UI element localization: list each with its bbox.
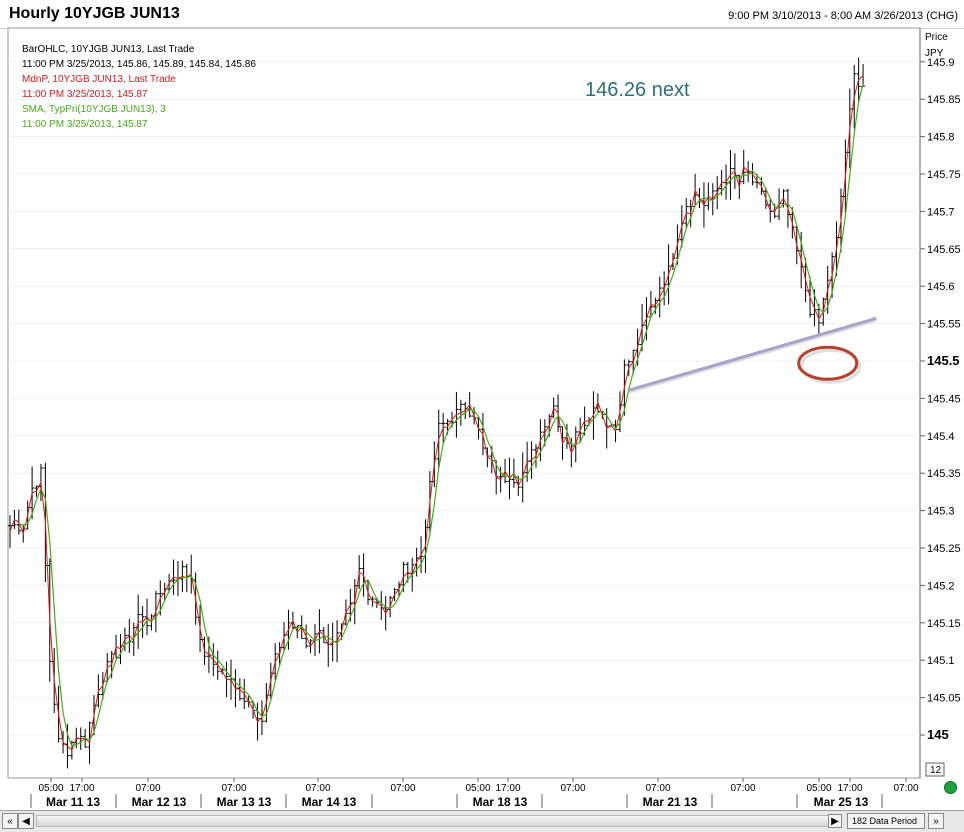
connection-status-icon <box>944 781 957 794</box>
date-label: Mar 14 13 <box>302 795 357 809</box>
time-tick-label: 05:00 <box>38 783 63 794</box>
time-tick-label: 07:00 <box>390 783 415 794</box>
corner-box <box>925 762 945 777</box>
scroll-track[interactable] <box>36 815 842 827</box>
price-tick-label: 145.8 <box>927 132 955 144</box>
time-tick-label: 07:00 <box>305 783 330 794</box>
price-tick-label: 145.15 <box>927 618 961 630</box>
price-tick-label: 145.7 <box>927 206 955 218</box>
price-tick-label: 145.25 <box>927 543 961 555</box>
chart-legend: BarOHLC, 10YJGB JUN13, Last Trade 11:00 P… <box>22 44 256 130</box>
corner-label: 12 <box>930 765 942 776</box>
time-tick-label: 07:00 <box>560 783 585 794</box>
date-label: Mar 13 13 <box>217 795 272 809</box>
legend-entry: 11:00 PM 3/25/2013, 145.87 <box>22 89 148 100</box>
price-tick-label: 145.9 <box>927 57 955 69</box>
chart-header: Hourly 10YJGB JUN13 9:00 PM 3/10/2013 - … <box>0 0 964 29</box>
date-range: 9:00 PM 3/10/2013 - 8:00 AM 3/26/2013 (C… <box>728 10 958 22</box>
time-tick-label: 17:00 <box>69 783 94 794</box>
scroll-right-button[interactable]: » <box>928 813 944 829</box>
data-period-select[interactable]: 182 Data Period <box>847 813 925 829</box>
price-tick-label: 145.35 <box>927 468 961 480</box>
support-trendline <box>628 316 877 392</box>
price-tick-label: 145.3 <box>927 506 955 518</box>
scroll-back-button[interactable]: ◀ <box>18 813 34 829</box>
price-tick-label: 145.85 <box>927 94 961 106</box>
date-label: Mar 21 13 <box>643 795 698 809</box>
currency-label: JPY <box>925 48 944 59</box>
price-tick-label: 145.55 <box>927 319 961 331</box>
time-tick-label: 07:00 <box>135 783 160 794</box>
price-tick-label: 145.65 <box>927 244 961 256</box>
chart-title: Hourly 10YJGB JUN13 <box>9 5 180 22</box>
date-label: Mar 18 13 <box>473 795 528 809</box>
price-tick-label: 145.75 <box>927 169 961 181</box>
time-tick-label: 07:00 <box>221 783 246 794</box>
time-tick-label: 07:00 <box>893 783 918 794</box>
time-tick-label: 05:00 <box>465 783 490 794</box>
scroll-forward-button[interactable]: ▶ <box>828 814 842 828</box>
time-scrollbar[interactable]: « ◀ ▶ 182 Data Period » <box>0 810 964 832</box>
price-tick-label: 145.2 <box>927 580 955 592</box>
price-tick-label: 145.5 <box>927 353 960 368</box>
plot-area <box>7 27 921 779</box>
price-tick-label: 145.4 <box>927 431 955 443</box>
trendline-shadow <box>628 318 877 394</box>
time-tick-label: 05:00 <box>806 783 831 794</box>
price-tick-label: 145.05 <box>927 693 961 705</box>
date-label: Mar 12 13 <box>132 795 187 809</box>
time-tick-label: 07:00 <box>645 783 670 794</box>
sma-line <box>18 83 864 747</box>
price-tick-label: 145.45 <box>927 393 961 405</box>
time-tick-label: 17:00 <box>495 783 520 794</box>
legend-entry: SMA, TypPri(10YJGB JUN13), 3 <box>22 104 166 115</box>
date-label: Mar 25 13 <box>814 795 869 809</box>
scroll-left-button[interactable]: « <box>2 813 18 829</box>
price-target-annotation: 146.26 next <box>585 79 690 101</box>
date-label: Mar 11 13 <box>46 795 100 809</box>
legend-entry: 11:00 PM 3/25/2013, 145.87 <box>22 119 148 130</box>
highlight-ellipse <box>797 345 859 381</box>
price-tick-label: 145 <box>927 727 949 742</box>
legend-entry: BarOHLC, 10YJGB JUN13, Last Trade <box>22 44 195 55</box>
price-tick-label: 145.1 <box>927 655 955 667</box>
time-tick-label: 17:00 <box>837 783 862 794</box>
time-tick-label: 07:00 <box>730 783 755 794</box>
price-tick-label: 145.6 <box>927 281 955 293</box>
price-unit-label: Price <box>925 32 948 43</box>
highlight-shadow <box>800 348 862 384</box>
legend-entry: 11:00 PM 3/25/2013, 145.86, 145.89, 145.… <box>22 59 256 70</box>
legend-entry: MdnP, 10YJGB JUN13, Last Trade <box>22 74 176 85</box>
price-chart[interactable]: 145.9 145.85 145.8 145.75 145.7 145.65 145.6 14… <box>0 0 964 810</box>
